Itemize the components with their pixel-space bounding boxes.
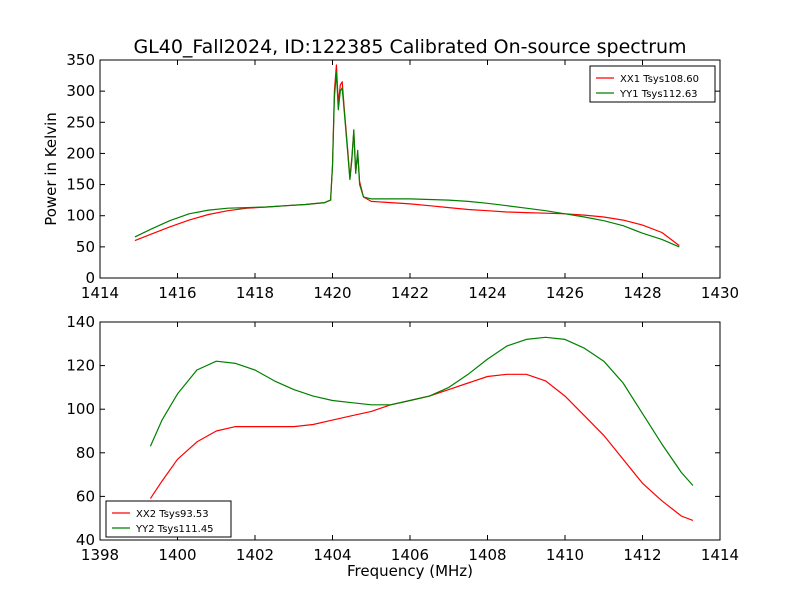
y-tick-label: 140 <box>66 313 95 331</box>
series-line-yy <box>149 336 694 486</box>
x-tick-label: 1418 <box>236 284 274 302</box>
x-tick-label: 1406 <box>391 546 429 564</box>
y-tick-label: 200 <box>66 144 95 162</box>
x-tick-label: 1430 <box>701 284 739 302</box>
x-tick-label: 1426 <box>546 284 584 302</box>
legend-box <box>589 65 716 103</box>
x-tick-label: 1422 <box>391 284 429 302</box>
x-tick-label: 1412 <box>623 546 661 564</box>
y-tick-label: 100 <box>66 207 95 225</box>
legend-label: YY2 Tsys111.45 <box>135 524 214 535</box>
x-tick-label: 1416 <box>158 284 196 302</box>
legend-label: YY1 Tsys112.63 <box>619 89 698 100</box>
legend: XX1 Tsys108.60 YY1 Tsys112.63 <box>589 65 716 103</box>
x-tick-label: 1408 <box>468 546 506 564</box>
x-tick-label: 1420 <box>313 284 351 302</box>
y-tick-label: 80 <box>76 444 95 462</box>
y-tick-label: 100 <box>66 400 95 418</box>
y-tick-label: 120 <box>66 357 95 375</box>
chart-title: GL40_Fall2024, ID:122385 Calibrated On-s… <box>133 36 686 58</box>
y-tick-label: 60 <box>76 487 95 505</box>
legend-box <box>105 500 232 538</box>
x-tick-label: 1400 <box>158 546 196 564</box>
bottom-plot: 1398 1400 1402 1404 1406 1408 1410 1412 1414 40 60… <box>66 313 739 564</box>
y-tick-label: 250 <box>66 113 95 131</box>
y-tick-label: 0 <box>85 269 95 287</box>
x-tick-label: 1398 <box>81 546 119 564</box>
legend-label: XX1 Tsys108.60 <box>620 74 699 85</box>
x-tick-label: 1428 <box>623 284 661 302</box>
x-tick-label: 1414 <box>701 546 739 564</box>
y-tick-label: 40 <box>76 531 95 549</box>
x-tick-label: 1414 <box>81 284 119 302</box>
x-tick-label: 1404 <box>313 546 351 564</box>
y-tick-label: 350 <box>66 51 95 69</box>
legend-label: XX2 Tsys93.53 <box>136 509 209 520</box>
x-tick-label: 1410 <box>546 546 584 564</box>
x-tick-label: 1424 <box>468 284 506 302</box>
legend: XX2 Tsys93.53 YY2 Tsys111.45 <box>105 500 232 538</box>
top-plot: 1414 1416 1418 1420 1422 1424 1426 1428 1430 0 50 1… <box>66 51 739 302</box>
series-line-yy <box>134 71 680 248</box>
bottom-x-axis-label: Frequency (MHz) <box>347 562 473 580</box>
x-tick-label: 1402 <box>236 546 274 564</box>
y-tick-label: 300 <box>66 82 95 100</box>
y-tick-label: 150 <box>66 176 95 194</box>
top-y-axis-label: Power in Kelvin <box>42 112 60 226</box>
y-tick-label: 50 <box>76 238 95 256</box>
series-line-xx <box>149 373 694 521</box>
